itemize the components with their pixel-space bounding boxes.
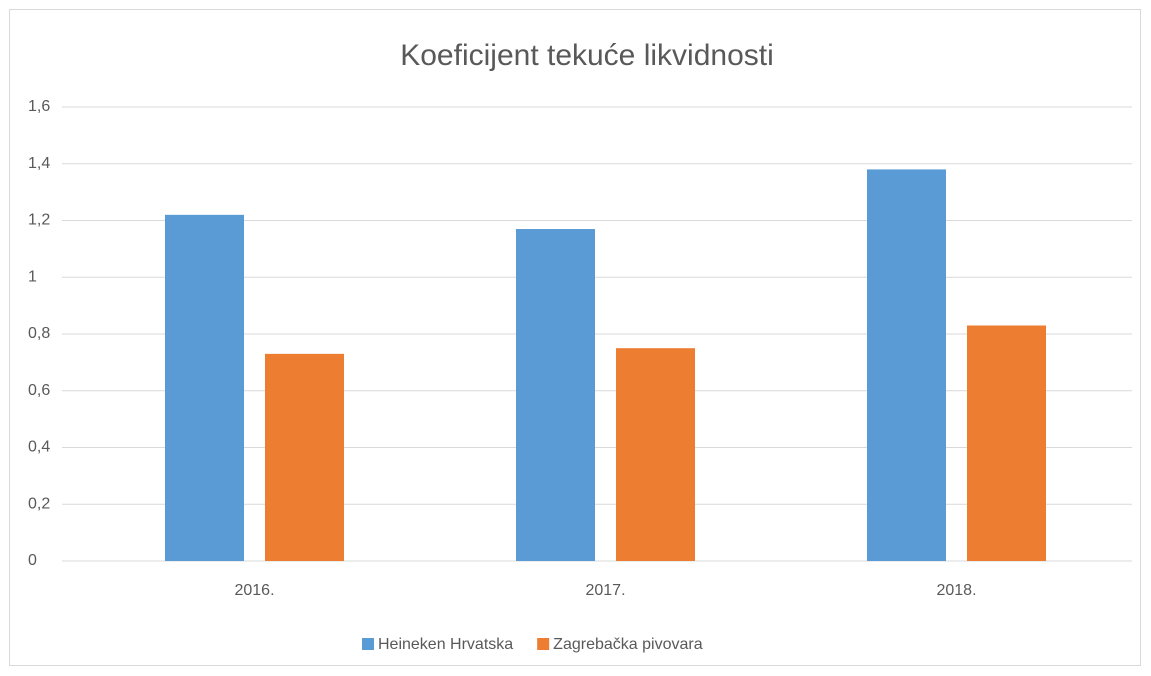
y-tick-label: 1,4	[28, 155, 50, 172]
legend-swatch	[537, 638, 550, 650]
x-tick-label: 2016.	[234, 582, 274, 599]
y-tick-label: 1	[28, 268, 37, 285]
bar	[265, 353, 344, 561]
bar	[867, 169, 946, 562]
bar	[165, 214, 244, 561]
y-tick-label: 0,6	[28, 382, 50, 399]
x-tick-label: 2018.	[936, 582, 976, 599]
y-tick-label: 0,4	[28, 439, 50, 456]
legend-swatch	[362, 638, 374, 650]
bar	[516, 229, 595, 561]
y-tick-label: 0,2	[28, 495, 50, 512]
y-tick-label: 1,2	[28, 212, 50, 229]
y-tick-label: 0,8	[28, 325, 50, 342]
legend-label: Heineken Hrvatska	[378, 636, 513, 653]
bar	[616, 348, 695, 561]
chart-title: Koeficijent tekuće likvidnosti	[400, 39, 774, 72]
legend-label: Zagrebačka pivovara	[553, 636, 703, 653]
y-tick-label: 0	[28, 552, 37, 569]
bar	[967, 325, 1046, 561]
x-tick-label: 2017.	[585, 582, 625, 599]
y-tick-label: 1,6	[28, 98, 50, 115]
